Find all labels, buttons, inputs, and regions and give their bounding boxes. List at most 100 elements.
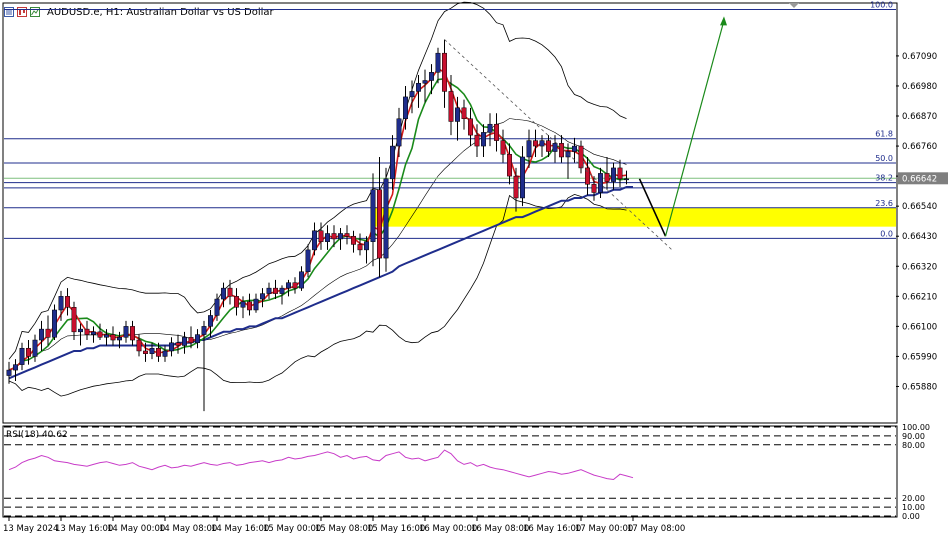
- candle-body: [273, 287, 278, 294]
- candle-body: [546, 140, 551, 152]
- line-chart-icon[interactable]: [30, 7, 40, 17]
- fib-level-label: 61.8: [875, 130, 893, 139]
- candle-body: [533, 140, 538, 147]
- candle-body: [305, 249, 311, 272]
- fib-level-label: 0.0: [880, 229, 893, 238]
- candle-body: [299, 271, 304, 289]
- rsi-level-label: 10.00: [902, 503, 925, 512]
- candle-body: [390, 145, 395, 180]
- candle-body: [442, 52, 447, 92]
- trend-line-dashed[interactable]: [444, 39, 673, 251]
- candle-body: [318, 230, 324, 242]
- fib-level-label: 50.0: [875, 154, 893, 163]
- candle-body: [221, 287, 226, 300]
- candle-body: [513, 175, 519, 199]
- candle-body: [572, 145, 577, 152]
- candle-body: [175, 342, 181, 346]
- candle-body: [19, 347, 25, 365]
- candle-body: [357, 244, 363, 251]
- candle-body: [455, 107, 460, 122]
- candle-body: [32, 339, 38, 357]
- candle-body: [169, 342, 174, 352]
- time-tick-label: 15 May 16:00: [367, 524, 425, 534]
- candle-body: [13, 364, 18, 371]
- candle-body: [526, 140, 532, 158]
- candle-body: [149, 347, 155, 354]
- time-tick-label: 14 May 08:00: [159, 524, 217, 534]
- price-tick-label: 0.66540: [902, 202, 937, 212]
- candle-body: [325, 233, 330, 242]
- fib-level-label: 100.0: [870, 0, 893, 9]
- price-tick-label: 0.67090: [902, 52, 937, 62]
- candle-body: [585, 167, 590, 185]
- rsi-level-label: 80.00: [902, 441, 925, 450]
- time-tick-label: 16 May 16:00: [523, 524, 581, 534]
- candle-body: [604, 173, 610, 182]
- candle-body: [591, 184, 597, 193]
- chart-header: AUDUSD.e, H1: Australian Dollar vs US Do…: [4, 4, 274, 20]
- candle-body: [91, 331, 96, 335]
- candle-body: [292, 282, 298, 289]
- current-price-label: 0.66642: [902, 174, 937, 184]
- candle-body: [611, 167, 616, 182]
- candle-body: [201, 326, 207, 335]
- candle-body: [520, 156, 525, 199]
- candle-body: [403, 96, 408, 119]
- candle-body: [429, 72, 434, 81]
- time-tick-label: 17 May 00:00: [575, 524, 633, 534]
- candle-body: [448, 91, 454, 122]
- candle-body: [195, 334, 200, 344]
- candle-body: [351, 235, 356, 245]
- chart-title: AUDUSD.e, H1: Australian Dollar vs US Do…: [47, 6, 274, 18]
- candle-body: [234, 296, 239, 308]
- price-tick-label: 0.65880: [902, 382, 937, 392]
- candle-body: [383, 178, 389, 259]
- candle-body: [65, 296, 70, 308]
- time-tick-label: 14 May 00:00: [107, 524, 165, 534]
- candle-body: [143, 350, 148, 354]
- candle-body: [598, 173, 603, 193]
- candle-body: [26, 347, 31, 357]
- candle-body: [97, 331, 103, 338]
- time-tick-label: 14 May 16:00: [211, 524, 269, 534]
- price-tick-label: 0.66100: [902, 322, 937, 332]
- candle-body: [84, 328, 90, 335]
- candle-body: [331, 233, 337, 240]
- price-tick-label: 0.66870: [902, 112, 937, 122]
- candle-body: [136, 339, 142, 352]
- candle-body: [110, 334, 116, 341]
- candles-chart-icon[interactable]: [17, 7, 27, 17]
- price-tick-label: 0.66320: [902, 262, 937, 272]
- rsi-level-label: 0.00: [902, 512, 920, 521]
- bollinger-upper-band: [8, 1, 627, 360]
- candle-body: [123, 326, 129, 338]
- candle-body: [312, 230, 317, 251]
- time-tick-label: 13 May 2024: [3, 524, 58, 534]
- rsi-level-label: 90.00: [902, 432, 925, 441]
- candle-body: [552, 143, 558, 152]
- bars-chart-icon[interactable]: [4, 7, 14, 17]
- candle-body: [409, 91, 415, 98]
- candle-body: [240, 301, 246, 308]
- chart-scroll-marker-icon[interactable]: [789, 3, 799, 8]
- price-tick-label: 0.66980: [902, 82, 937, 92]
- rsi-line: [8, 449, 634, 481]
- candle-body: [253, 298, 259, 311]
- candle-body: [617, 167, 623, 180]
- candle-body: [260, 293, 265, 300]
- time-tick-label: 13 May 16:00: [55, 524, 113, 534]
- candle-body: [422, 80, 428, 84]
- candle-body: [130, 326, 135, 341]
- projection-down-line: [638, 178, 667, 237]
- candle-body: [377, 189, 382, 259]
- candle-body: [624, 178, 629, 181]
- candle-body: [494, 123, 499, 141]
- candle-body: [578, 145, 584, 169]
- candle-body: [214, 298, 220, 316]
- support-zone: [373, 207, 896, 227]
- current-price-box: [898, 172, 948, 185]
- candle-body: [539, 140, 545, 147]
- rsi-level-label: 20.00: [902, 494, 925, 503]
